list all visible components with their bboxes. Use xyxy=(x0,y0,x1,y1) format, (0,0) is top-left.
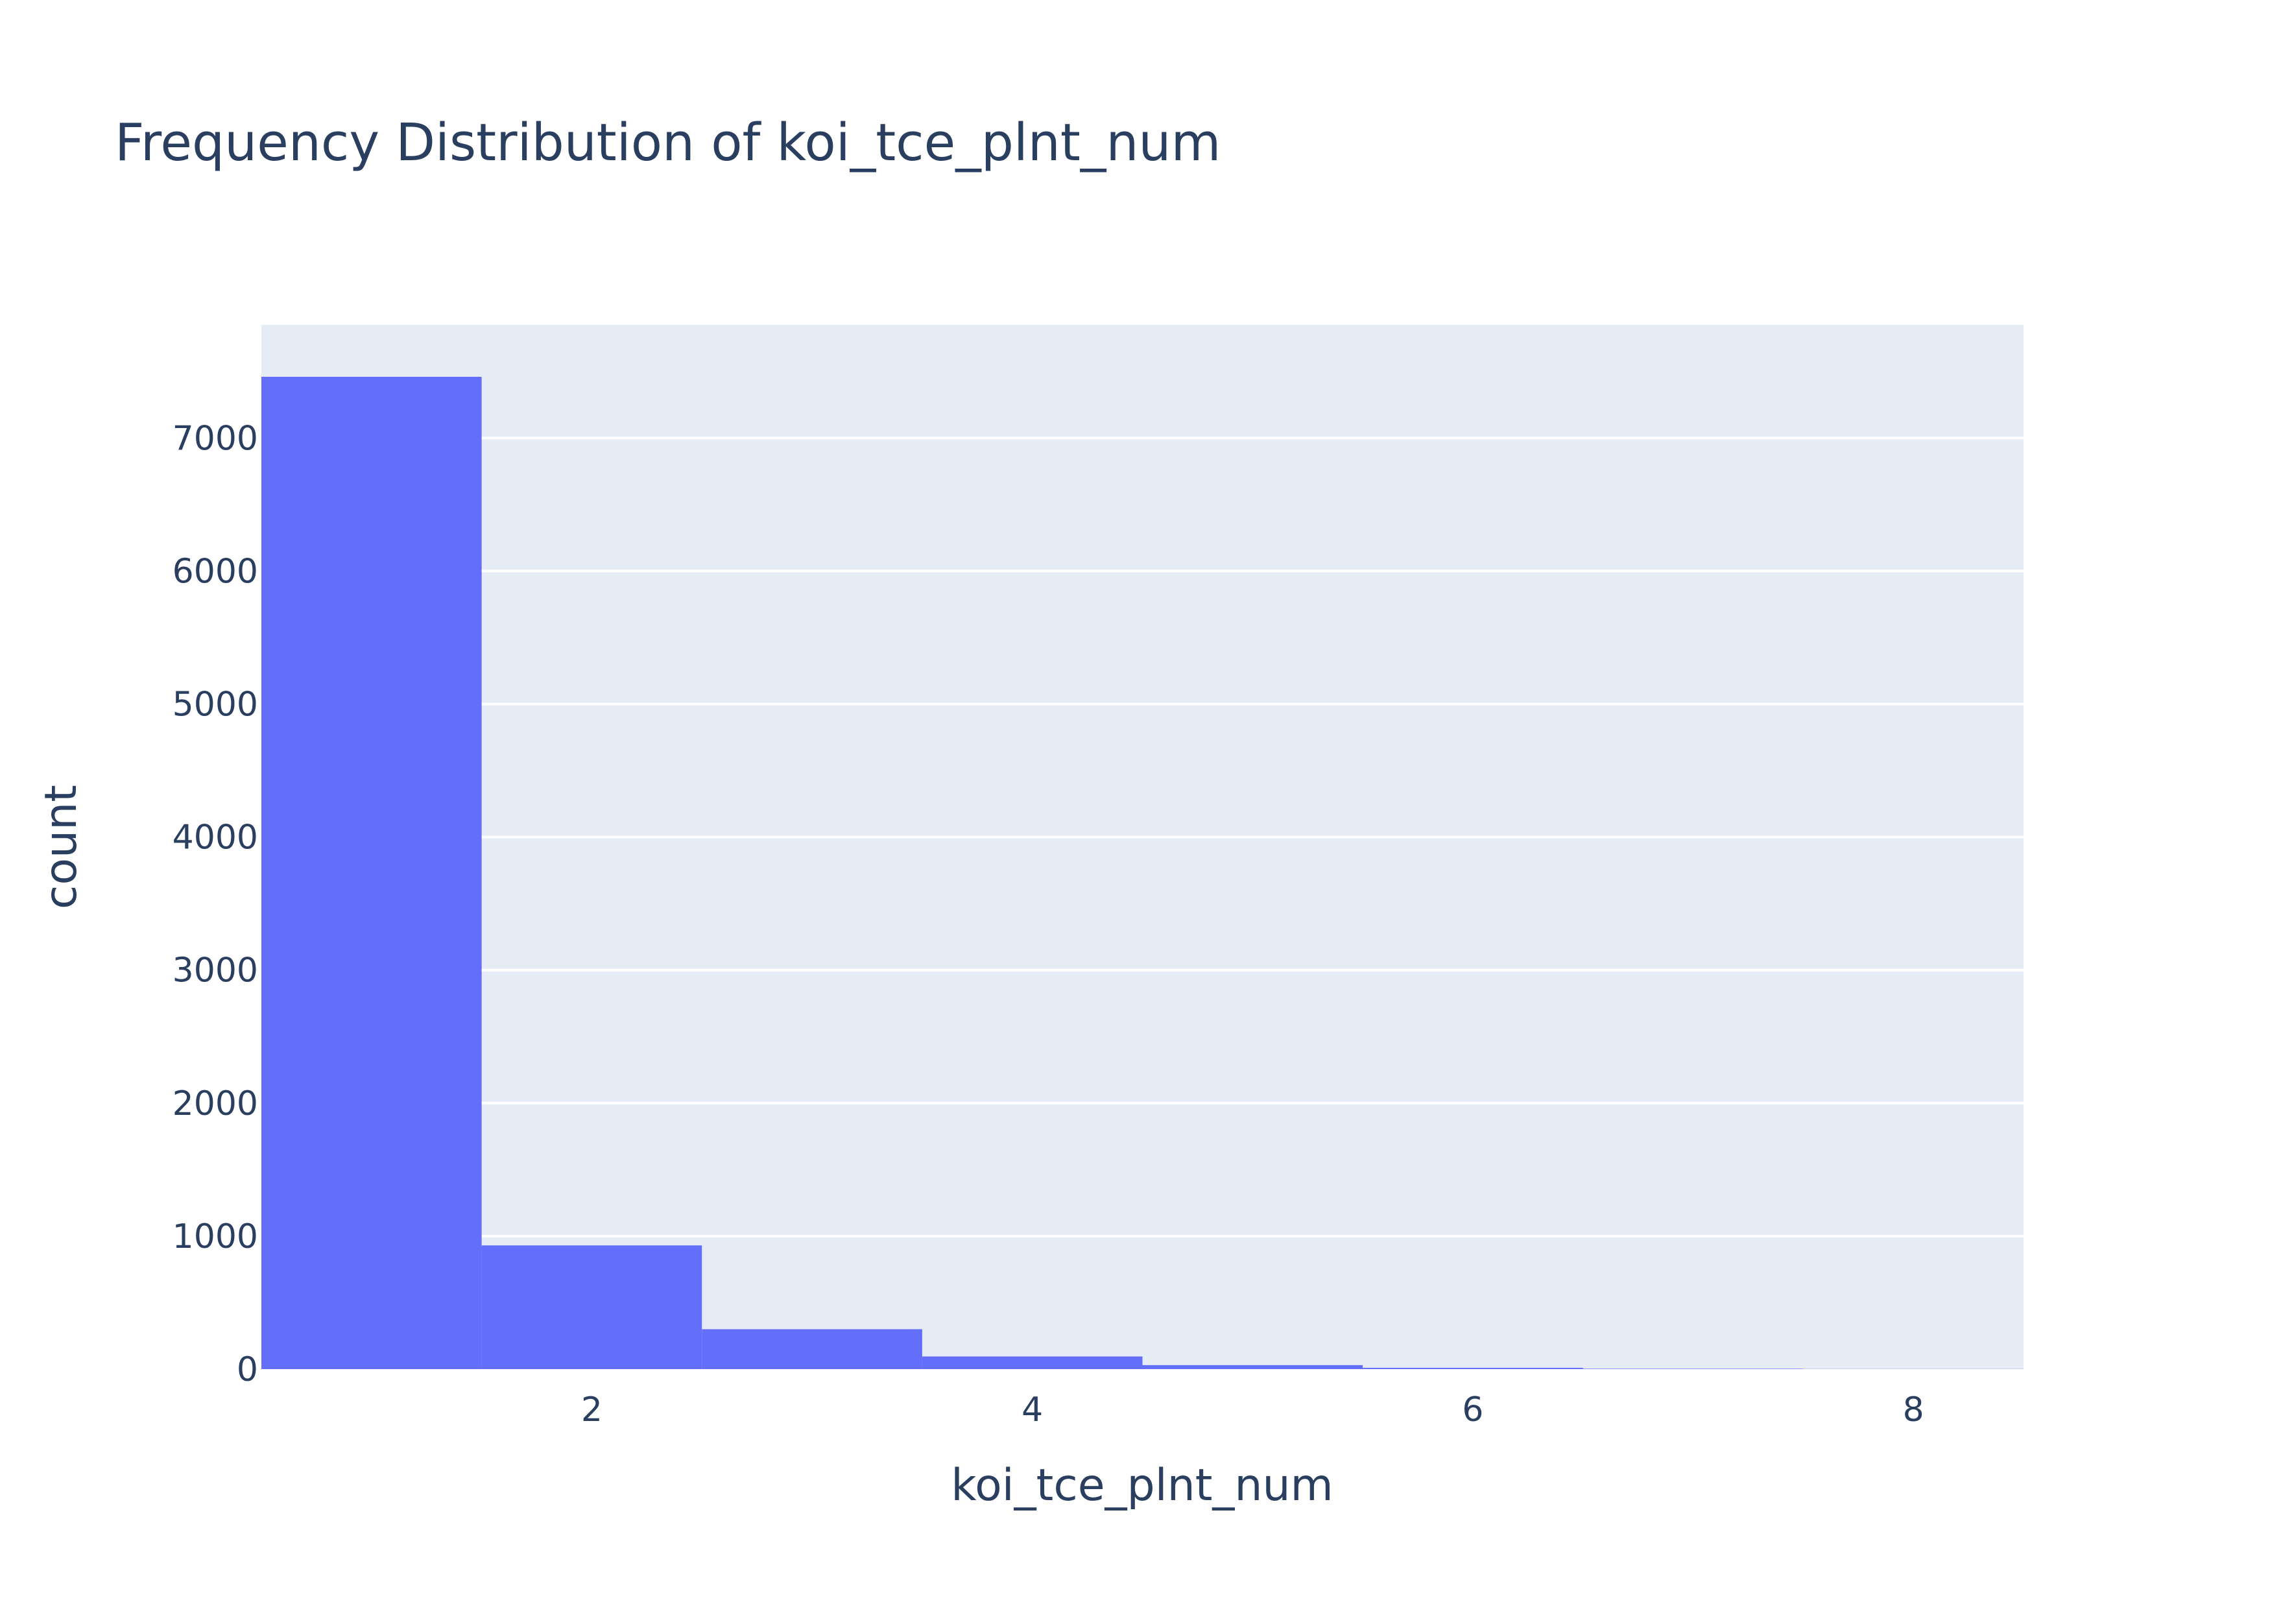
histogram-bar-2 xyxy=(482,1245,702,1369)
y-tick-label: 5000 xyxy=(173,686,258,724)
x-tick-label: 4 xyxy=(1022,1391,1043,1429)
y-axis-ticks: 0 1000 2000 3000 4000 5000 6000 7000 xyxy=(173,419,258,1389)
histogram-bar-1 xyxy=(261,377,482,1369)
histogram-bar-7 xyxy=(1583,1368,1804,1369)
histogram-bar-3 xyxy=(702,1329,922,1369)
plot-area xyxy=(261,325,2024,1369)
chart-title: Frequency Distribution of koi_tce_plnt_n… xyxy=(115,113,1221,173)
histogram-bar-6 xyxy=(1363,1368,1583,1369)
x-tick-label: 8 xyxy=(1903,1391,1924,1429)
y-tick-label: 4000 xyxy=(173,818,258,857)
y-tick-label: 1000 xyxy=(173,1217,258,1256)
y-tick-label: 0 xyxy=(237,1350,258,1389)
x-axis-title: koi_tce_plnt_num xyxy=(951,1460,1333,1511)
x-tick-label: 6 xyxy=(1462,1391,1483,1429)
y-tick-label: 3000 xyxy=(173,951,258,990)
histogram-bar-4 xyxy=(922,1357,1143,1369)
y-tick-label: 7000 xyxy=(173,419,258,458)
x-tick-label: 2 xyxy=(581,1391,603,1429)
y-axis-title: count xyxy=(36,785,87,909)
x-axis-ticks: 2 4 6 8 xyxy=(581,1391,1924,1429)
histogram-bar-5 xyxy=(1143,1365,1363,1369)
y-tick-label: 6000 xyxy=(173,552,258,591)
y-tick-label: 2000 xyxy=(173,1084,258,1123)
